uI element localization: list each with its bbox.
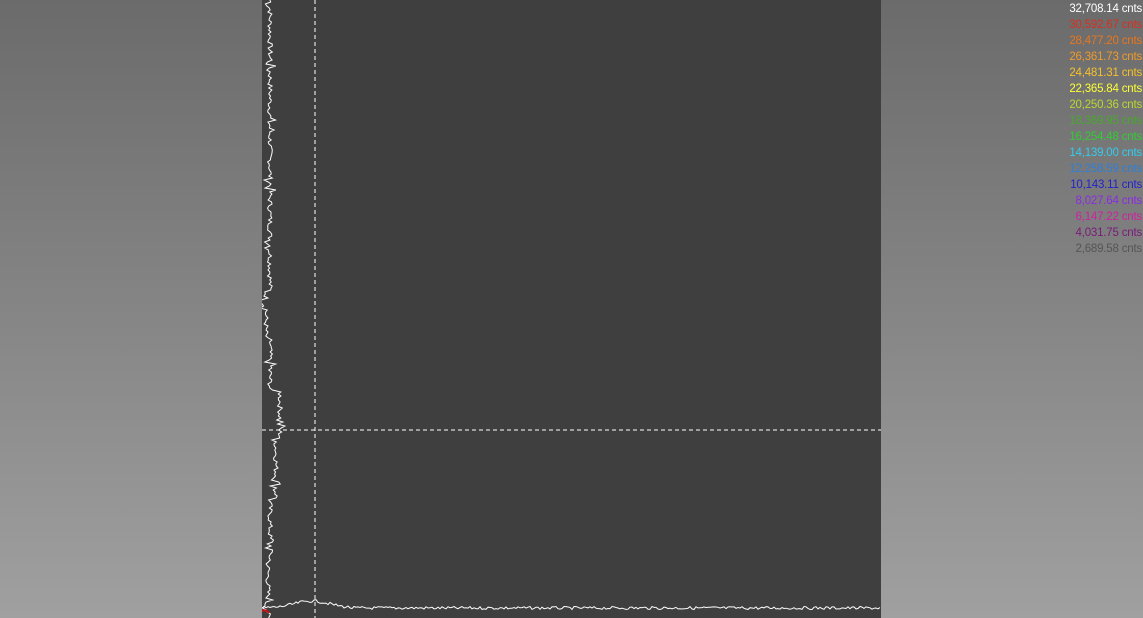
legend-entry: 16,254.48 cnts bbox=[1022, 129, 1142, 145]
legend-unit: cnts bbox=[1118, 243, 1143, 255]
legend-entry: 10,143.11 cnts bbox=[1022, 177, 1142, 193]
legend-value: 16,254.48 bbox=[1069, 131, 1119, 143]
legend-entry: 2,689.58 cnts bbox=[1022, 241, 1143, 257]
legend-value: 18,369.95 bbox=[1069, 115, 1119, 127]
legend-value: 30,592.67 bbox=[1069, 19, 1119, 31]
legend-entry: 14,139.00 cnts bbox=[1022, 145, 1142, 161]
legend-unit: cnts bbox=[1118, 115, 1143, 127]
legend-value: 26,361.73 bbox=[1069, 51, 1119, 63]
legend-unit: cnts bbox=[1118, 179, 1143, 191]
legend-unit: cnts bbox=[1118, 19, 1143, 31]
legend-entry: 18,369.95 cnts bbox=[1022, 113, 1142, 129]
legend-entry: 22,365.84 cnts bbox=[1022, 81, 1142, 97]
legend-entry: 32,708.14 cnts bbox=[1022, 1, 1142, 17]
image-viewport[interactable] bbox=[262, 0, 881, 618]
legend-entry: 4,031.75 cnts bbox=[1022, 225, 1143, 241]
legend-entry: 12,258.59 cnts bbox=[1022, 161, 1142, 177]
legend-value: 10,143.11 bbox=[1070, 179, 1119, 191]
legend-unit: cnts bbox=[1118, 131, 1143, 143]
legend-value: 20,250.36 bbox=[1069, 99, 1119, 111]
legend-value: 8,027.64 bbox=[1075, 195, 1119, 207]
legend-unit: cnts bbox=[1118, 67, 1143, 79]
legend-entry: 26,361.73 cnts bbox=[1022, 49, 1142, 65]
origin-marker-icon bbox=[262, 609, 270, 614]
legend-value: 4,031.75 bbox=[1075, 227, 1119, 239]
legend-entry: 30,592.67 cnts bbox=[1022, 17, 1142, 33]
legend-unit: cnts bbox=[1118, 83, 1143, 95]
legend-unit: cnts bbox=[1118, 3, 1143, 15]
legend-unit: cnts bbox=[1118, 35, 1143, 47]
legend-value: 22,365.84 bbox=[1069, 83, 1119, 95]
legend-unit: cnts bbox=[1118, 99, 1143, 111]
legend-value: 12,258.59 bbox=[1069, 163, 1119, 175]
legend-entry: 8,027.64 cnts bbox=[1022, 193, 1143, 209]
legend-value: 14,139.00 bbox=[1069, 147, 1119, 159]
profile-overlay bbox=[262, 0, 881, 618]
legend-unit: cnts bbox=[1118, 51, 1143, 63]
legend-unit: cnts bbox=[1118, 227, 1143, 239]
legend-entry: 24,481.31 cnts bbox=[1022, 65, 1142, 81]
legend-unit: cnts bbox=[1118, 195, 1143, 207]
legend-value: 2,689.58 bbox=[1075, 243, 1119, 255]
legend-entry: 20,250.36 cnts bbox=[1022, 97, 1142, 113]
vertical-profile-line bbox=[262, 0, 287, 618]
color-scale-legend: 32,708.14 cnts 30,592.67 cnts 28,477.20 cn… bbox=[1022, 1, 1142, 257]
legend-value: 32,708.14 bbox=[1069, 3, 1119, 15]
legend-value: 6,147.22 bbox=[1075, 211, 1119, 223]
legend-entry: 6,147.22 cnts bbox=[1022, 209, 1143, 225]
legend-unit: cnts bbox=[1118, 211, 1143, 223]
legend-value: 24,481.31 bbox=[1069, 67, 1119, 79]
horizontal-profile-line bbox=[262, 599, 881, 611]
legend-entry: 28,477.20 cnts bbox=[1022, 33, 1142, 49]
legend-unit: cnts bbox=[1118, 147, 1143, 159]
legend-value: 28,477.20 bbox=[1069, 35, 1119, 47]
legend-unit: cnts bbox=[1118, 163, 1143, 175]
